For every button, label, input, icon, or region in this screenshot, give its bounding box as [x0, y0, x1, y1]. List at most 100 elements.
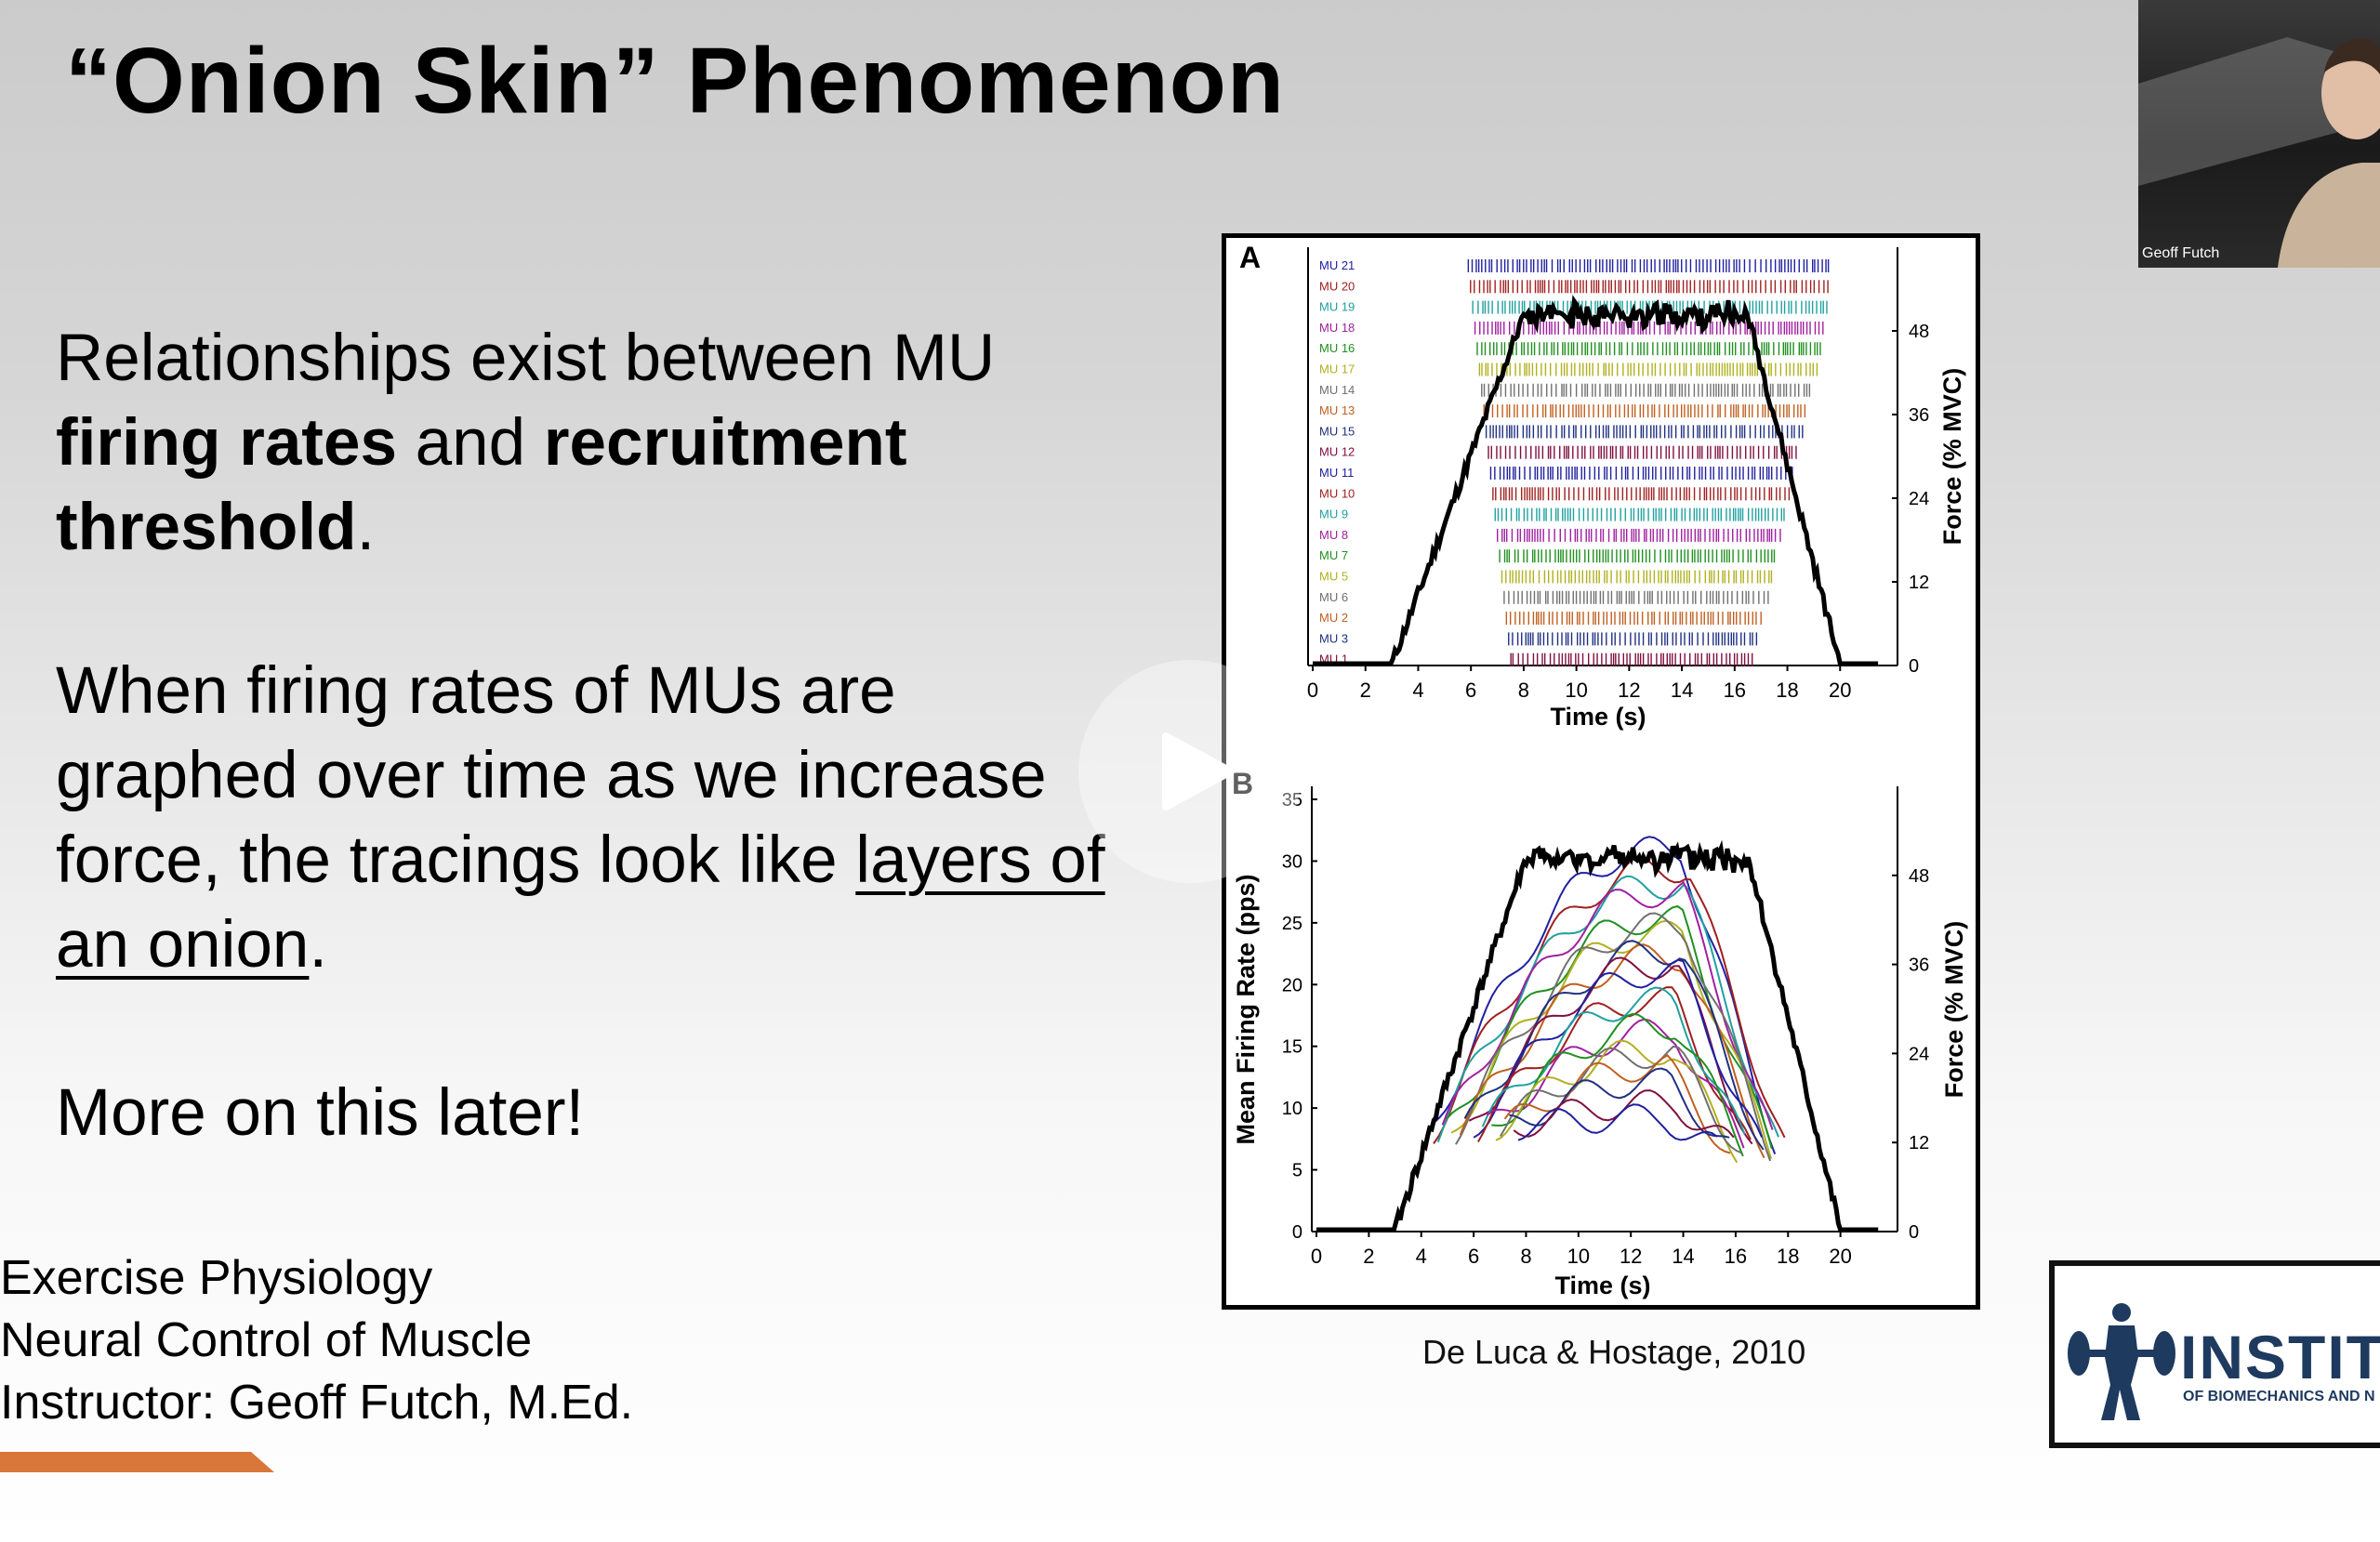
mu-label: MU 19 [1319, 300, 1355, 314]
firing-rate-curve [1468, 956, 1753, 1145]
firing-rate-curve [1473, 958, 1764, 1139]
panel-a-letter: A [1239, 241, 1261, 274]
firing-rate-curve [1503, 1054, 1731, 1154]
x-tick-label: 16 [1724, 679, 1746, 702]
institute-logo: INSTIT OF BIOMECHANICS AND N [2049, 1260, 2380, 1448]
x-tick-label: 20 [1829, 679, 1851, 702]
mu-label: MU 14 [1319, 383, 1355, 397]
x-tick-label: 4 [1412, 679, 1423, 702]
p1-text-3: . [356, 491, 376, 564]
webcam-tile[interactable]: Geoff Futch [2138, 0, 2380, 268]
mu-label: MU 12 [1319, 445, 1355, 459]
x-tick-label: 12 [1620, 1245, 1642, 1268]
course-footer: Exercise Physiology Neural Control of Mu… [0, 1247, 633, 1434]
p1-text-2: and [396, 406, 544, 480]
left-tick-label: 5 [1292, 1161, 1302, 1181]
panel-b-xlabel: Time (s) [1554, 1272, 1650, 1299]
right-tick-label: 36 [1909, 405, 1929, 426]
panel-a-force-trace [1313, 295, 1879, 666]
video-play-button[interactable] [1078, 660, 1302, 883]
x-tick-label: 10 [1567, 1245, 1590, 1268]
x-tick-label: 16 [1725, 1245, 1747, 1268]
right-tick-label: 48 [1909, 866, 1929, 887]
mu-label: MU 16 [1319, 341, 1355, 355]
firing-rate-curve [1441, 880, 1774, 1130]
paragraph-onion-layers: When firing rates of MUs are graphed ove… [56, 649, 1125, 987]
firing-rate-curve [1455, 912, 1772, 1162]
right-tick-label: 48 [1909, 322, 1929, 342]
paragraph-more-later: More on this later! [56, 1076, 585, 1150]
slide-title: “Onion Skin” Phenomenon [65, 29, 1285, 133]
mu-label: MU 21 [1319, 258, 1355, 272]
right-tick-label: 24 [1909, 1044, 1929, 1064]
p1-bold-recruitment-threshold: recruitment threshold [56, 406, 907, 564]
firing-rate-curve [1486, 1018, 1745, 1149]
orange-accent-bar [0, 1452, 274, 1472]
p1-text-1: Relationships exist between MU [56, 322, 996, 395]
left-tick-label: 30 [1282, 851, 1302, 872]
firing-rate-curve [1436, 875, 1780, 1143]
footer-instructor: Instructor: Geoff Futch, M.Ed. [0, 1376, 634, 1430]
mu-label: MU 6 [1319, 590, 1348, 604]
left-tick-label: 25 [1282, 914, 1302, 934]
left-tick-label: 15 [1282, 1037, 1302, 1058]
left-tick-label: 10 [1282, 1099, 1302, 1119]
onion-skin-figure: A MU 21 MU 20 MU 19 MU 18 MU 16 MU 17 MU 14 MU … [1222, 233, 1980, 1310]
mu-label: MU 11 [1319, 466, 1354, 480]
x-tick-label: 8 [1518, 679, 1529, 702]
mu-label: MU 9 [1319, 507, 1348, 521]
x-tick-label: 20 [1829, 1245, 1851, 1268]
p2-underline-layers: layers of an onion [56, 824, 1105, 982]
x-tick-label: 0 [1307, 679, 1318, 702]
firing-rate-curve [1428, 836, 1777, 1154]
x-tick-label: 2 [1360, 679, 1371, 702]
mu-label: MU 7 [1319, 548, 1348, 562]
mu-label: MU 8 [1319, 528, 1348, 542]
x-tick-label: 10 [1565, 679, 1587, 702]
logo-wordmark: INSTIT [2180, 1323, 2380, 1391]
mu-label: MU 15 [1319, 424, 1355, 438]
right-tick-label: 0 [1909, 1222, 1919, 1243]
p2-text-2: . [309, 908, 328, 982]
firing-rate-curve [1499, 1045, 1742, 1154]
footer-course: Exercise Physiology [0, 1251, 433, 1305]
x-tick-label: 12 [1618, 679, 1640, 702]
mu-label: MU 18 [1319, 321, 1355, 335]
webcam-name-label: Geoff Futch [2142, 245, 2220, 261]
mu-label: MU 3 [1319, 631, 1348, 645]
left-tick-label: 20 [1282, 975, 1302, 995]
mu-label: MU 20 [1319, 279, 1355, 293]
panel-a-xlabel: Time (s) [1550, 703, 1646, 731]
mu-label: MU 10 [1319, 486, 1355, 500]
x-tick-label: 2 [1363, 1245, 1374, 1268]
panel-b-right-label: Force (% MVC) [1940, 921, 1968, 1099]
weightlifter-icon [2068, 1303, 2175, 1420]
right-tick-label: 12 [1909, 573, 1929, 593]
right-tick-label: 36 [1909, 956, 1929, 976]
x-tick-label: 18 [1777, 1245, 1799, 1268]
paragraph-relationships: Relationships exist between MU firing ra… [56, 316, 1125, 570]
play-icon [1162, 732, 1235, 811]
x-tick-label: 8 [1520, 1245, 1531, 1268]
footer-topic: Neural Control of Muscle [0, 1313, 533, 1367]
mu-label: MU 2 [1319, 611, 1348, 625]
x-tick-label: 6 [1465, 679, 1476, 702]
mu-label: MU 13 [1319, 403, 1355, 417]
x-tick-label: 0 [1311, 1245, 1322, 1268]
panel-b-letter: B [1232, 767, 1253, 800]
logo-subtitle: OF BIOMECHANICS AND N [2183, 1389, 2375, 1404]
panel-a-right-label: Force (% MVC) [1938, 368, 1966, 546]
x-tick-label: 6 [1468, 1245, 1479, 1268]
x-tick-label: 18 [1776, 679, 1798, 702]
left-tick-label: 35 [1282, 790, 1302, 811]
firing-rate-curve [1433, 856, 1786, 1144]
panel-b-force-trace [1316, 839, 1879, 1232]
mu-label: MU 5 [1319, 570, 1348, 584]
firing-rate-curve [1517, 1103, 1718, 1141]
p2-text-1: When firing rates of MUs are graphed ove… [56, 654, 1047, 897]
p1-bold-firing-rates: firing rates [56, 406, 397, 480]
